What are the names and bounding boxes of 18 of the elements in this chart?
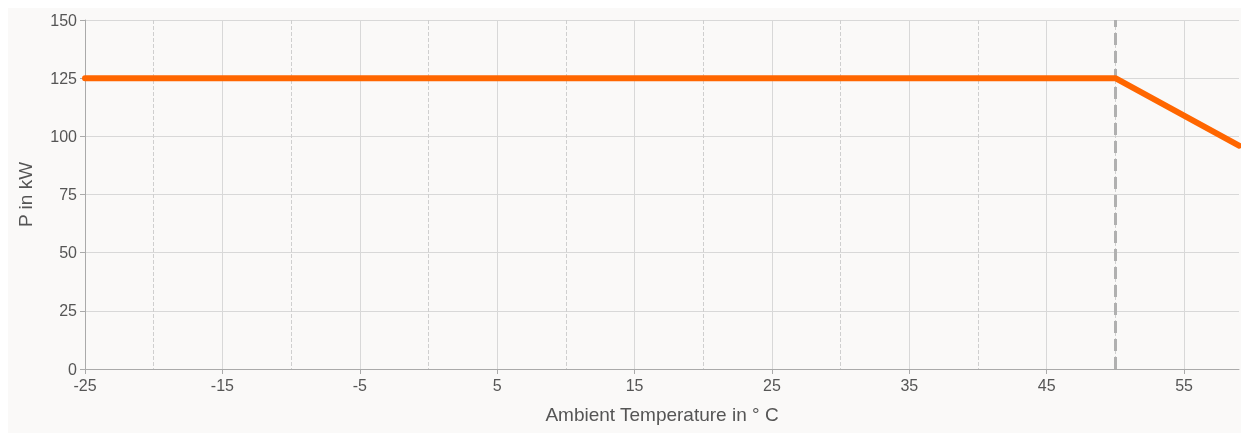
- x-tick-label: -15: [210, 376, 235, 394]
- y-axis-title: P in kW: [15, 161, 36, 228]
- y-tick-label: 0: [68, 360, 78, 378]
- x-tick-label: 5: [492, 376, 502, 394]
- y-tick-label: 50: [59, 244, 78, 262]
- y-tick-label: 75: [59, 186, 78, 203]
- x-tick-label: 35: [900, 376, 919, 394]
- y-tick-label: 125: [50, 69, 78, 87]
- y-tick-label: 100: [50, 127, 78, 145]
- y-tick-label: 150: [50, 11, 78, 29]
- x-tick-label: 15: [625, 376, 644, 394]
- x-tick-label: 55: [1175, 376, 1194, 394]
- x-tick-label: -5: [352, 376, 367, 394]
- x-tick-label: -25: [73, 376, 97, 394]
- x-tick-label: 45: [1037, 376, 1056, 394]
- y-tick-label: 25: [59, 302, 78, 320]
- x-axis-title: Ambient Temperature in ° C: [545, 404, 779, 425]
- x-tick-label: 25: [763, 376, 781, 394]
